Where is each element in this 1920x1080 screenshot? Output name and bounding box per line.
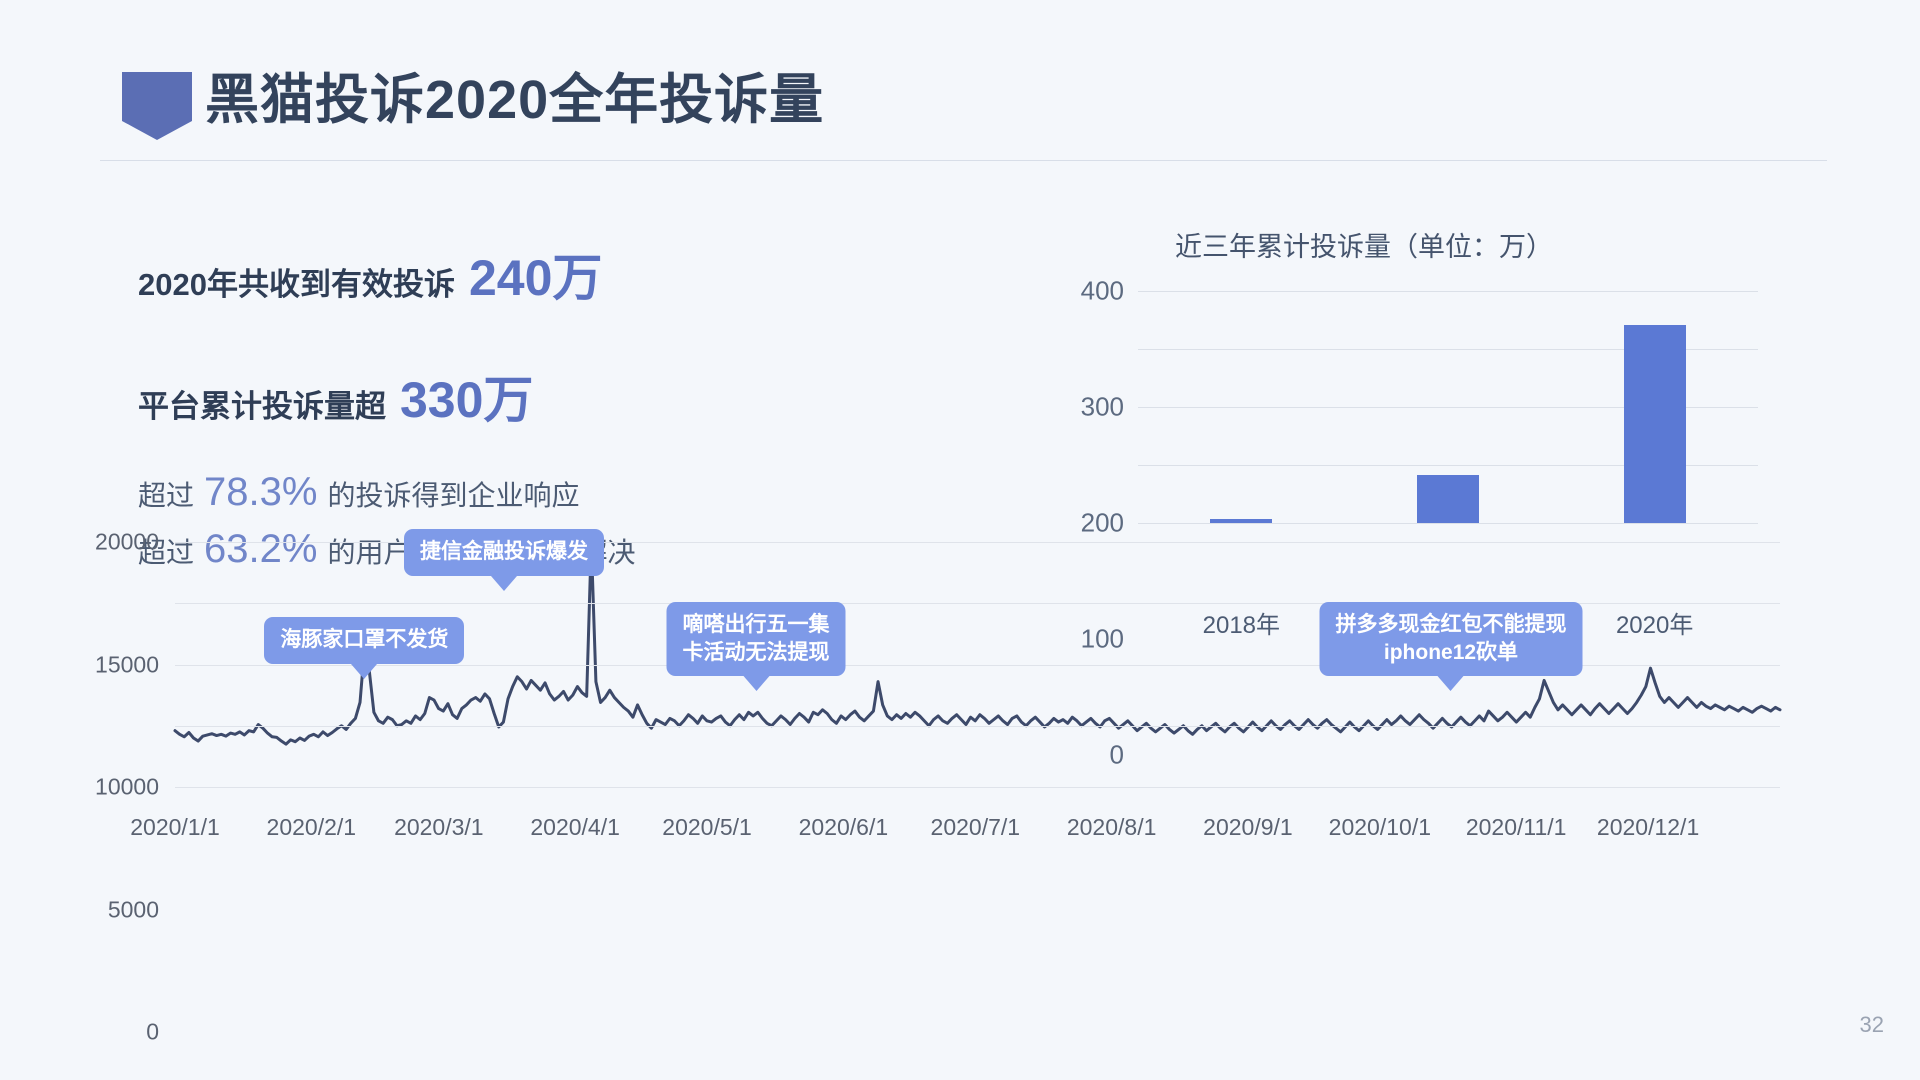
header-divider [100, 160, 1827, 161]
stat-total-complaints-label: 2020年共收到有效投诉 [138, 267, 455, 302]
stat-total-complaints: 2020年共收到有效投诉 240万 [138, 238, 602, 310]
bar-y-axis-tick: 400 [1080, 275, 1124, 306]
bar-x-axis-label: 2018年 [1202, 612, 1281, 639]
bar-column [1623, 325, 1686, 523]
stat-response-rate-value: 78.3% [204, 470, 318, 514]
bar-y-axis-tick: 200 [1080, 507, 1124, 538]
page-number: 32 [1859, 1012, 1884, 1037]
line-gridline: 15000 [95, 603, 1780, 677]
stat-cumulative-complaints: 平台累计投诉量超 330万 [138, 360, 533, 432]
line-chart-daily-complaints: 0 5000 10000 15000 20000 2020/1/1 2020/2/1 2020… [0, 520, 1920, 1045]
bar-gridline: 100 [1081, 465, 1758, 654]
stat-response-rate: 超过 78.3% 的投诉得到企业响应 [138, 470, 579, 515]
line-x-axis-tick: 2020/8/1 [1066, 814, 1157, 840]
line-x-axis-tick: 2020/4/1 [530, 814, 620, 840]
bar-gridline: 300 [1081, 349, 1758, 422]
stat-resolution-rate-value: 63.2% [204, 527, 318, 571]
line-x-axis-tick: 2020/6/1 [798, 814, 889, 840]
line-gridline: 0 [146, 787, 1780, 1045]
bar-chart-plot-area: 01002003004002018年2019年2020年 [1081, 276, 1758, 770]
line-series-path [175, 542, 1780, 787]
line-x-axis-tick: 2020/1/1 [130, 814, 220, 840]
line-x-axis-tick: 2020/5/1 [662, 814, 752, 840]
page-header: 黑猫投诉2020全年投诉量 [0, 0, 1920, 161]
bar-y-axis-tick: 300 [1080, 391, 1124, 422]
line-x-axis-tick: 2020/11/1 [1465, 814, 1567, 840]
line-y-axis-tick: 10000 [95, 773, 159, 800]
line-x-axis-tick: 2020/7/1 [930, 814, 1021, 840]
shield-icon [122, 72, 192, 140]
bar-y-axis-tick: 0 [1109, 739, 1124, 770]
chart-annotation-callout: 嘀嗒出行五一集 卡活动无法提现 [666, 602, 846, 677]
line-x-axis-tick: 2020/10/1 [1328, 814, 1432, 840]
bar-chart-cumulative: 近三年累计投诉量（单位：万） 01002003004002018年2019年20… [1060, 225, 1780, 770]
bar-x-axis-label: 2020年 [1615, 612, 1694, 639]
line-gridline: 10000 [95, 664, 1780, 800]
chart-annotation-callout: 捷信金融投诉爆发 [404, 529, 605, 576]
line-x-axis-tick: 2020/2/1 [266, 814, 357, 840]
line-x-axis-tick: 2020/3/1 [394, 814, 484, 840]
line-series-stroke [175, 541, 1780, 744]
line-x-axis-tick: 2020/9/1 [1203, 814, 1293, 840]
bar-gridline: 0 [1110, 523, 1758, 770]
stat-total-complaints-value: 240万 [468, 250, 603, 306]
stat-response-rate-prefix: 超过 [138, 480, 195, 511]
line-gridline: 5000 [108, 725, 1780, 922]
line-y-axis-tick: 5000 [107, 896, 159, 922]
bar-y-axis-tick: 100 [1080, 623, 1124, 654]
stat-cumulative-complaints-value: 330万 [400, 372, 534, 428]
bar-column [1210, 519, 1273, 523]
line-x-axis-tick: 2020/12/1 [1596, 814, 1700, 840]
chart-annotation-callout: 海豚家口罩不发货 [264, 617, 465, 664]
bar-gridline: 400 [1081, 276, 1758, 306]
page-title: 黑猫投诉2020全年投诉量 [205, 70, 825, 130]
line-y-axis-tick: 0 [146, 1018, 159, 1045]
bar-chart-title: 近三年累计投诉量（单位：万） [1175, 232, 1553, 262]
stat-response-rate-suffix: 的投诉得到企业响应 [327, 480, 580, 511]
line-chart-plot-area: 0 5000 10000 15000 20000 2020/1/1 2020/2/1 2020… [95, 529, 1780, 1045]
line-gridline: 20000 [95, 529, 1780, 555]
chart-annotation-callout: 拼多多现金红包不能提现 iphone12砍单 [1319, 602, 1583, 677]
stat-cumulative-complaints-label: 平台累计投诉量超 [138, 389, 386, 424]
line-y-axis-tick: 15000 [95, 651, 159, 677]
bar-column [1417, 475, 1479, 523]
line-y-axis-tick: 20000 [95, 528, 159, 555]
bar-gridline: 200 [1081, 407, 1758, 538]
